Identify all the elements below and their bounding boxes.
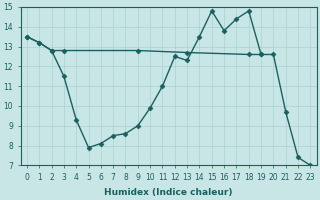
X-axis label: Humidex (Indice chaleur): Humidex (Indice chaleur) [104, 188, 233, 197]
